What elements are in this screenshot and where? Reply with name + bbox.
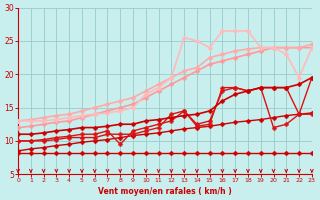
X-axis label: Vent moyen/en rafales ( km/h ): Vent moyen/en rafales ( km/h ) [98, 187, 232, 196]
